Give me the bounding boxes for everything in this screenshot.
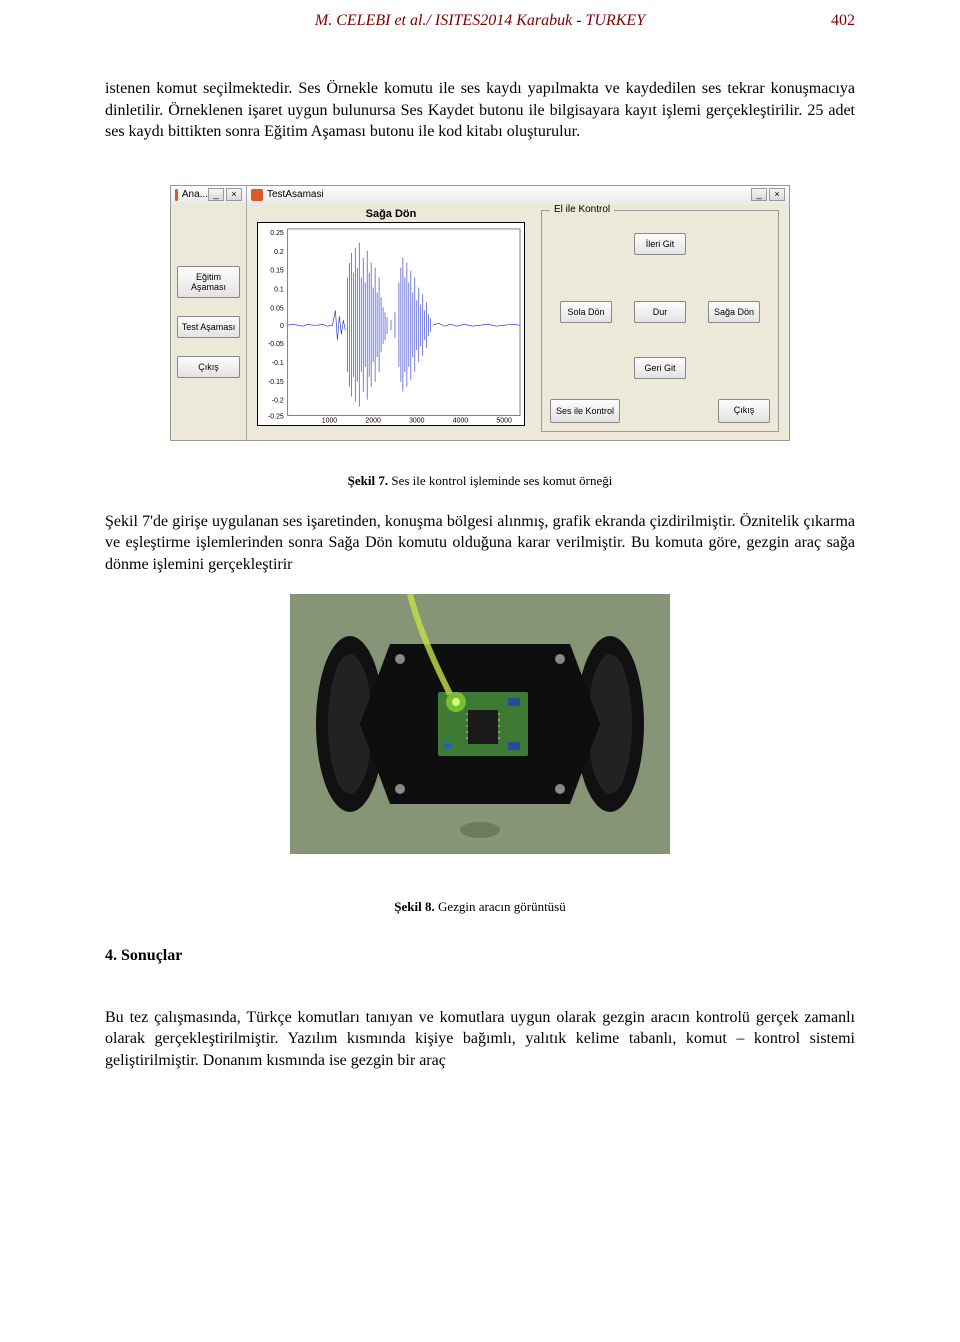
svg-text:-0.05: -0.05 xyxy=(268,341,284,348)
paragraph-2: Şekil 7'de girişe uygulanan ses işaretin… xyxy=(105,511,855,576)
figure-8-caption-text: Gezgin aracın görüntüsü xyxy=(435,899,566,914)
ileri-git-button[interactable]: İleri Git xyxy=(634,233,686,255)
matlab-icon xyxy=(175,189,178,201)
matlab-window-frame: Ana... _ × TestAsamasi _ × xyxy=(170,185,790,441)
figure-7-caption-text: Ses ile kontrol işleminde ses komut örne… xyxy=(388,473,612,488)
section-4-heading: 4. Sonuçlar xyxy=(105,947,855,965)
left-button-column: Eğitim Aşaması Test Aşaması Çıkış xyxy=(171,204,247,440)
figure-8-caption: Şekil 8. Gezgin aracın görüntüsü xyxy=(105,899,855,915)
minimize-icon[interactable]: _ xyxy=(208,188,224,201)
paragraph-3: Bu tez çalışmasında, Türkçe komutları ta… xyxy=(105,1007,855,1072)
minimize-icon[interactable]: _ xyxy=(751,188,767,201)
svg-text:5000: 5000 xyxy=(496,417,512,424)
y-axis-ticks: 0.25 0.2 0.15 0.1 0.05 0 -0.05 -0.1 -0.1… xyxy=(268,230,284,421)
close-icon[interactable]: × xyxy=(226,188,242,201)
svg-text:0.25: 0.25 xyxy=(270,230,284,237)
figure-7-caption: Şekil 7. Ses ile kontrol işleminde ses k… xyxy=(105,473,855,489)
chart-column: Sağa Dön 0.25 0.2 0.15 0.1 0.05 0 -0.05 … xyxy=(247,204,535,440)
left-window-stub: Ana... _ × xyxy=(171,186,247,204)
svg-text:1000: 1000 xyxy=(322,417,338,424)
x-axis-ticks: 1000 2000 3000 4000 5000 xyxy=(322,417,512,424)
svg-text:0: 0 xyxy=(280,323,284,330)
page-number: 402 xyxy=(831,12,855,30)
window1-title: Ana... xyxy=(182,189,208,200)
svg-text:0.2: 0.2 xyxy=(274,249,284,256)
window1-titlebar: Ana... _ × xyxy=(171,186,246,204)
dur-button[interactable]: Dur xyxy=(634,301,686,323)
figure-7-caption-bold: Şekil 7. xyxy=(348,473,388,488)
svg-text:3000: 3000 xyxy=(409,417,425,424)
svg-text:0.15: 0.15 xyxy=(270,267,284,274)
waveform-svg: 0.25 0.2 0.15 0.1 0.05 0 -0.05 -0.1 -0.1… xyxy=(258,223,524,425)
waveform-line xyxy=(288,243,520,407)
svg-text:4000: 4000 xyxy=(453,417,469,424)
cikis-button-right[interactable]: Çıkış xyxy=(718,399,770,423)
svg-text:-0.2: -0.2 xyxy=(272,397,284,404)
matlab-body: Eğitim Aşaması Test Aşaması Çıkış Sağa D… xyxy=(171,204,789,440)
close-icon[interactable]: × xyxy=(769,188,785,201)
right-window: TestAsamasi _ × xyxy=(247,186,789,204)
el-ile-kontrol-group: El ile Kontrol İleri Git Sola Dön Dur Sa… xyxy=(541,210,779,432)
cikis-button-left[interactable]: Çıkış xyxy=(177,356,240,378)
robot-image xyxy=(290,594,670,859)
figure-7: Ana... _ × TestAsamasi _ × xyxy=(105,185,855,489)
waveform-chart: 0.25 0.2 0.15 0.1 0.05 0 -0.05 -0.1 -0.1… xyxy=(257,222,525,426)
right-control-column: El ile Kontrol İleri Git Sola Dön Dur Sa… xyxy=(535,204,789,440)
header-text: M. CELEBI et al./ ISITES2014 Karabuk - T… xyxy=(315,12,645,29)
egitim-asamasi-button[interactable]: Eğitim Aşaması xyxy=(177,266,240,298)
svg-text:-0.25: -0.25 xyxy=(268,413,284,420)
ses-ile-kontrol-button[interactable]: Ses ile Kontrol xyxy=(550,399,620,423)
paragraph-1: istenen komut seçilmektedir. Ses Örnekle… xyxy=(105,78,855,143)
svg-text:0.1: 0.1 xyxy=(274,286,284,293)
svg-text:2000: 2000 xyxy=(365,417,381,424)
geri-git-button[interactable]: Geri Git xyxy=(634,357,686,379)
page-header: M. CELEBI et al./ ISITES2014 Karabuk - T… xyxy=(105,0,855,30)
svg-text:-0.15: -0.15 xyxy=(268,379,284,386)
saga-don-button[interactable]: Sağa Dön xyxy=(708,301,760,323)
test-asamasi-button[interactable]: Test Aşaması xyxy=(177,316,240,338)
window2-title: TestAsamasi xyxy=(267,189,324,200)
chart-title: Sağa Dön xyxy=(366,204,417,222)
window2-titlebar: TestAsamasi _ × xyxy=(247,186,789,204)
figure-8-caption-bold: Şekil 8. xyxy=(394,899,434,914)
figure-8: Şekil 8. Gezgin aracın görüntüsü xyxy=(105,594,855,915)
matlab-icon xyxy=(251,189,263,201)
svg-text:0.05: 0.05 xyxy=(270,305,284,312)
svg-text:-0.1: -0.1 xyxy=(272,360,284,367)
sola-don-button[interactable]: Sola Dön xyxy=(560,301,612,323)
group-title: El ile Kontrol xyxy=(550,204,614,215)
